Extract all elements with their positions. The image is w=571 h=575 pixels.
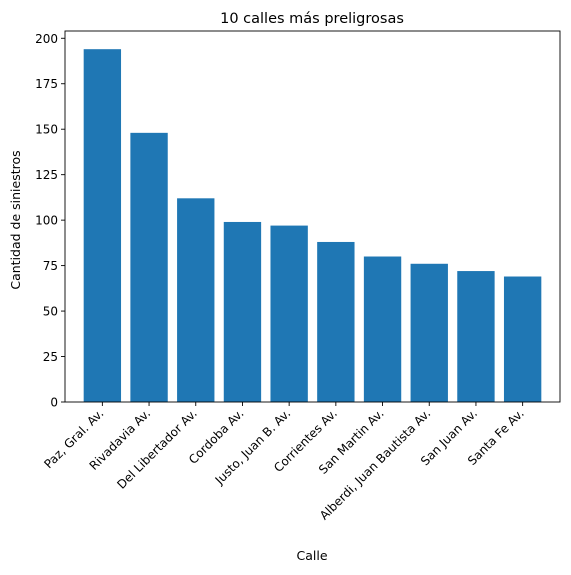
x-axis-label: Calle — [296, 548, 327, 563]
bar-6 — [363, 256, 402, 402]
bar-1 — [130, 132, 168, 402]
bars-layer — [83, 49, 542, 402]
bar-5 — [317, 241, 355, 402]
chart-title: 10 calles más preligrosas — [220, 11, 404, 27]
bar-9 — [503, 276, 542, 402]
y-tick-label: 75 — [43, 259, 58, 273]
y-tick-label: 50 — [43, 305, 58, 319]
x-tick-label: Del Libertador Av. — [114, 406, 200, 492]
bar-0 — [83, 49, 122, 402]
y-tick-label: 125 — [35, 168, 58, 182]
y-axis-label: Cantidad de siniestros — [8, 150, 23, 289]
y-tick-label: 100 — [35, 214, 58, 228]
y-tick-label: 200 — [35, 32, 58, 46]
y-tick-label: 0 — [50, 396, 58, 410]
bar-2 — [177, 198, 215, 402]
y-tick-label: 25 — [43, 350, 58, 364]
y-tick-label: 175 — [35, 77, 58, 91]
plot-frame — [64, 30, 561, 403]
y-tick-label: 150 — [35, 123, 58, 137]
bar-7 — [410, 263, 448, 402]
bar-8 — [457, 271, 495, 402]
bar-4 — [270, 225, 308, 402]
bar-3 — [223, 221, 262, 402]
